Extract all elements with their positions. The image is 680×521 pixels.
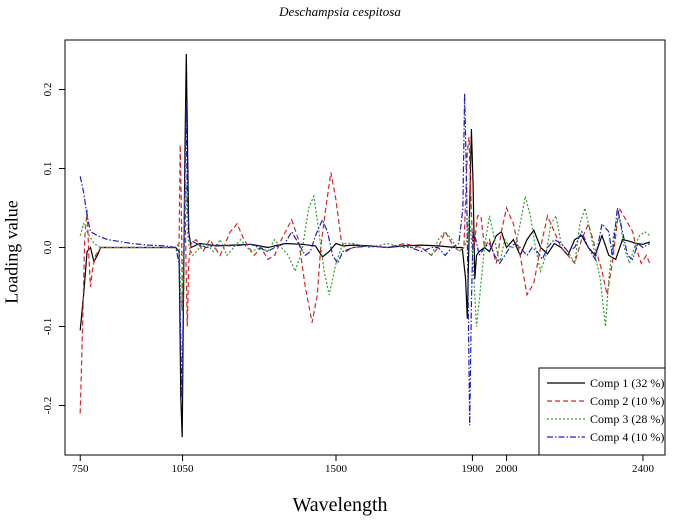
x-axis-ticks: 750 1050 1500 1900 2000 2400 (72, 455, 654, 475)
legend-label: Comp 2 (10 %) (590, 394, 664, 408)
series-lines (79, 53, 651, 438)
chart-title: Deschampsia cespitosa (279, 4, 401, 19)
y-tick-label: -0.2 (42, 397, 54, 414)
series-line (79, 93, 651, 426)
x-tick-label: 750 (72, 463, 89, 475)
legend-box (538, 367, 666, 456)
y-axis-ticks: -0.2 -0.1 0.0 0.1 0.2 (42, 83, 65, 414)
legend-label: Comp 3 (28 %) (590, 412, 664, 426)
x-axis-label: Wavelength (292, 494, 388, 516)
x-tick-label: 1900 (461, 463, 484, 475)
x-tick-label: 2400 (632, 463, 655, 475)
legend-label: Comp 4 (10 %) (590, 430, 664, 444)
x-tick-label: 1050 (172, 463, 195, 475)
x-tick-label: 2000 (496, 463, 519, 475)
y-tick-label: 0.2 (42, 83, 54, 97)
legend-label: Comp 1 (32 %) (590, 376, 664, 390)
y-tick-label: 0.1 (42, 162, 54, 176)
x-tick-label: 1500 (325, 463, 348, 475)
y-tick-label: 0.0 (42, 240, 54, 254)
legend: Comp 1 (32 %) Comp 2 (10 %) Comp 3 (28 %) C… (538, 367, 666, 456)
y-tick-label: -0.1 (42, 318, 54, 335)
series-line (79, 184, 651, 327)
